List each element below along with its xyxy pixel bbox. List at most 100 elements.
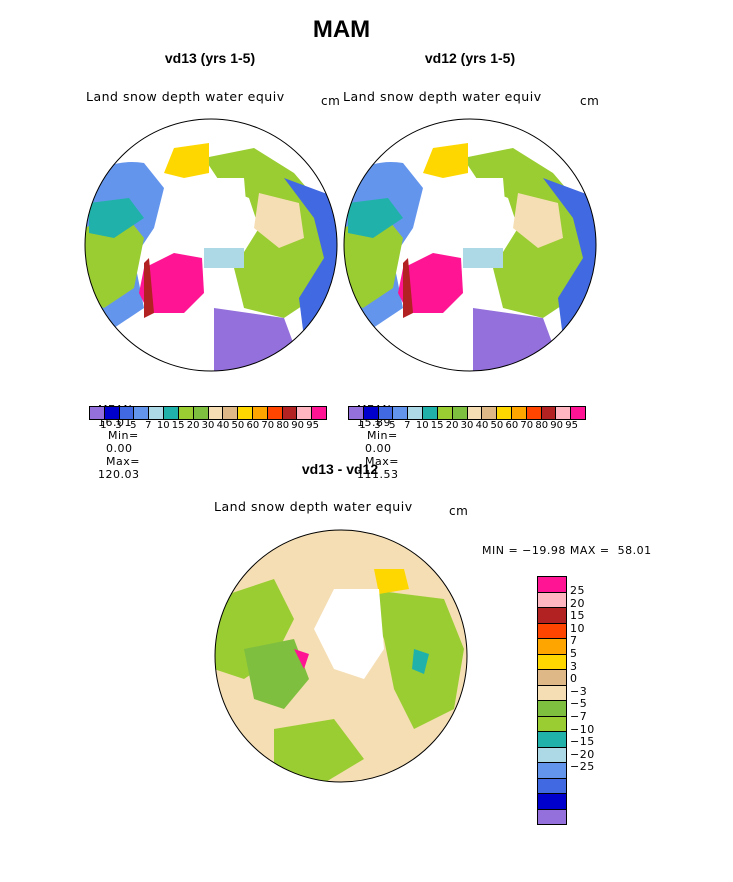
colorbar-tick-label: 90 (550, 420, 564, 431)
colorbar-swatch (538, 685, 566, 701)
colorbar-swatch (538, 608, 566, 624)
diff-field-label: Land snow depth water equiv (214, 499, 413, 514)
colorbar-swatch (538, 654, 566, 670)
panel-1-max-label: Max= (106, 455, 140, 468)
colorbar-swatch (208, 407, 224, 419)
panel-2-max-label: Max= (365, 455, 399, 468)
colorbar-swatch (297, 407, 313, 419)
panel-2-field-label: Land snow depth water equiv (343, 89, 542, 104)
panel-1-units: cm (321, 94, 341, 108)
diff-subtitle: vd13 - vd12 (301, 461, 379, 477)
colorbar-tick-label: 30 (460, 420, 474, 431)
colorbar-tick-label: −20 (570, 747, 595, 761)
colorbar-tick-label: 80 (535, 420, 549, 431)
panel-2-units: cm (580, 94, 600, 108)
colorbar-swatch (526, 407, 542, 419)
colorbar-tick-label: 5 (570, 647, 578, 660)
colorbar-swatch (267, 407, 283, 419)
colorbar-tick-label: 90 (291, 420, 305, 431)
colorbar-tick-label: 0 (570, 672, 578, 686)
colorbar-swatch (238, 407, 253, 419)
colorbar-swatch (538, 623, 566, 639)
diff-units: cm (449, 504, 469, 518)
colorbar-swatch (363, 407, 379, 419)
panel-1-field-label: Land snow depth water equiv (86, 89, 285, 104)
colorbar-tick-label: 40 (475, 420, 489, 431)
colorbar-tick-label: 7 (145, 420, 152, 431)
colorbar-swatch (482, 407, 498, 419)
colorbar-tick-label: 15 (171, 420, 185, 431)
colorbar-tick-label: 7 (404, 420, 411, 431)
colorbar-swatch (538, 794, 566, 810)
colorbar-swatch (538, 701, 566, 717)
colorbar-tick-label: −25 (570, 760, 595, 774)
colorbar-swatch (104, 407, 120, 419)
colorbar-tick-label: −15 (570, 735, 595, 749)
panel-1-min-label: Min= (108, 429, 139, 442)
panel-1-colorbar (89, 406, 327, 420)
colorbar-swatch (538, 670, 566, 686)
colorbar-swatch (497, 407, 512, 419)
colorbar-tick-label: −3 (570, 684, 588, 698)
colorbar-tick-label: 3 (374, 420, 381, 431)
colorbar-tick-label: 50 (490, 420, 504, 431)
colorbar-swatch (467, 407, 483, 419)
colorbar-tick-label: 70 (261, 420, 275, 431)
panel-2-colorbar (348, 406, 586, 420)
colorbar-tick-label: 95 (306, 420, 319, 431)
colorbar-tick-label: 5 (130, 420, 137, 431)
colorbar-swatch (538, 747, 566, 763)
colorbar-swatch (178, 407, 194, 419)
colorbar-tick-label: 7 (570, 634, 578, 648)
colorbar-tick-label: 10 (415, 420, 429, 431)
colorbar-swatch (538, 592, 566, 608)
diff-colorbar (537, 576, 567, 825)
colorbar-tick-label: 15 (570, 609, 585, 623)
colorbar-swatch (538, 778, 566, 794)
colorbar-swatch (193, 407, 209, 419)
colorbar-tick-label: 5 (389, 420, 396, 431)
colorbar-tick-label: 80 (276, 420, 290, 431)
colorbar-tick-label: 20 (570, 596, 585, 610)
colorbar-tick-label: 15 (430, 420, 444, 431)
colorbar-swatch (538, 809, 566, 824)
panel-1-min: 0.00 (106, 442, 133, 455)
colorbar-swatch (556, 407, 572, 419)
panel-1-stats: MEAN= 16.01 Min= 0.00 Max= 120.03 (90, 390, 142, 481)
colorbar-tick-label: 10 (156, 420, 170, 431)
colorbar-swatch (349, 407, 364, 419)
colorbar-tick-label: 95 (565, 420, 578, 431)
colorbar-tick-label: 40 (216, 420, 230, 431)
panel-2-max: 111.53 (357, 468, 399, 481)
colorbar-swatch (571, 407, 585, 419)
colorbar-swatch (538, 639, 566, 655)
panel-1-polar-map (84, 118, 338, 372)
diff-polar-map (214, 529, 468, 783)
colorbar-swatch (312, 407, 326, 419)
colorbar-swatch (223, 407, 239, 419)
colorbar-swatch (393, 407, 409, 419)
colorbar-swatch (452, 407, 468, 419)
colorbar-tick-label: 70 (520, 420, 534, 431)
colorbar-swatch (538, 716, 566, 732)
colorbar-swatch (538, 732, 566, 748)
colorbar-tick-label: 20 (445, 420, 459, 431)
colorbar-tick-label: −10 (570, 722, 595, 736)
colorbar-swatch (282, 407, 298, 419)
colorbar-swatch (437, 407, 453, 419)
colorbar-tick-label: 60 (505, 420, 519, 431)
colorbar-swatch (511, 407, 527, 419)
colorbar-tick-label: −7 (570, 710, 588, 723)
panel-2-subtitle: vd12 (yrs 1-5) (424, 50, 516, 66)
colorbar-swatch (134, 407, 150, 419)
panel-2-colorbar-labels: 1 3 5 7 10 15 20 30 40 50 60 70 80 90 95 (348, 420, 586, 431)
colorbar-tick-label: 10 (570, 621, 585, 635)
panel-1-max: 120.03 (98, 468, 140, 481)
colorbar-tick-label: 20 (186, 420, 200, 431)
panel-1-subtitle: vd13 (yrs 1-5) (164, 50, 256, 66)
panel-2-min: 0.00 (365, 442, 392, 455)
colorbar-tick-label: 3 (570, 659, 578, 673)
colorbar-tick-label: 3 (115, 420, 122, 431)
colorbar-tick-label: 30 (201, 420, 215, 431)
diff-minmax: MIN = −19.98 MAX = 58.01 (482, 544, 652, 557)
